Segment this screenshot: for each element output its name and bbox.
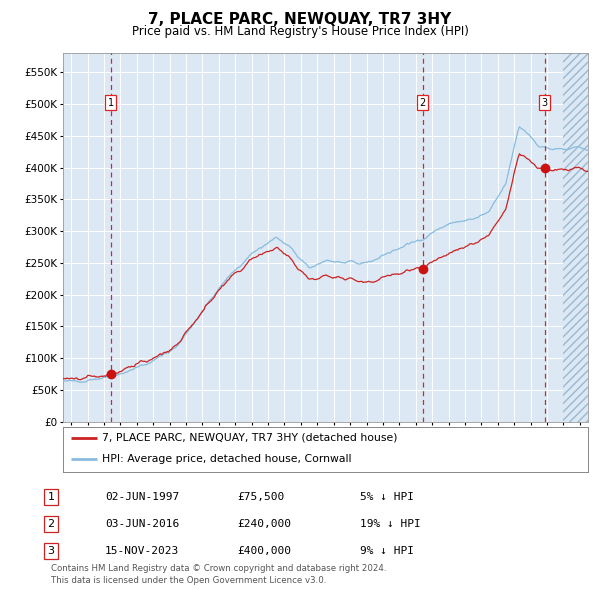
Text: 5% ↓ HPI: 5% ↓ HPI	[360, 492, 414, 502]
Text: £75,500: £75,500	[237, 492, 284, 502]
Text: 03-JUN-2016: 03-JUN-2016	[105, 519, 179, 529]
Text: £400,000: £400,000	[237, 546, 291, 556]
Text: 02-JUN-1997: 02-JUN-1997	[105, 492, 179, 502]
Text: 2: 2	[419, 98, 426, 108]
Text: Contains HM Land Registry data © Crown copyright and database right 2024.
This d: Contains HM Land Registry data © Crown c…	[51, 565, 386, 585]
Text: 7, PLACE PARC, NEWQUAY, TR7 3HY (detached house): 7, PLACE PARC, NEWQUAY, TR7 3HY (detache…	[103, 433, 398, 443]
Text: HPI: Average price, detached house, Cornwall: HPI: Average price, detached house, Corn…	[103, 454, 352, 464]
Text: 2: 2	[47, 519, 55, 529]
Text: 1: 1	[108, 98, 114, 108]
Text: 1: 1	[47, 492, 55, 502]
Text: 3: 3	[542, 98, 548, 108]
Text: 19% ↓ HPI: 19% ↓ HPI	[360, 519, 421, 529]
Text: 15-NOV-2023: 15-NOV-2023	[105, 546, 179, 556]
Text: Price paid vs. HM Land Registry's House Price Index (HPI): Price paid vs. HM Land Registry's House …	[131, 25, 469, 38]
Text: £240,000: £240,000	[237, 519, 291, 529]
Bar	[563, 53, 588, 422]
Text: 7, PLACE PARC, NEWQUAY, TR7 3HY: 7, PLACE PARC, NEWQUAY, TR7 3HY	[148, 12, 452, 27]
Text: 3: 3	[47, 546, 55, 556]
Text: 9% ↓ HPI: 9% ↓ HPI	[360, 546, 414, 556]
